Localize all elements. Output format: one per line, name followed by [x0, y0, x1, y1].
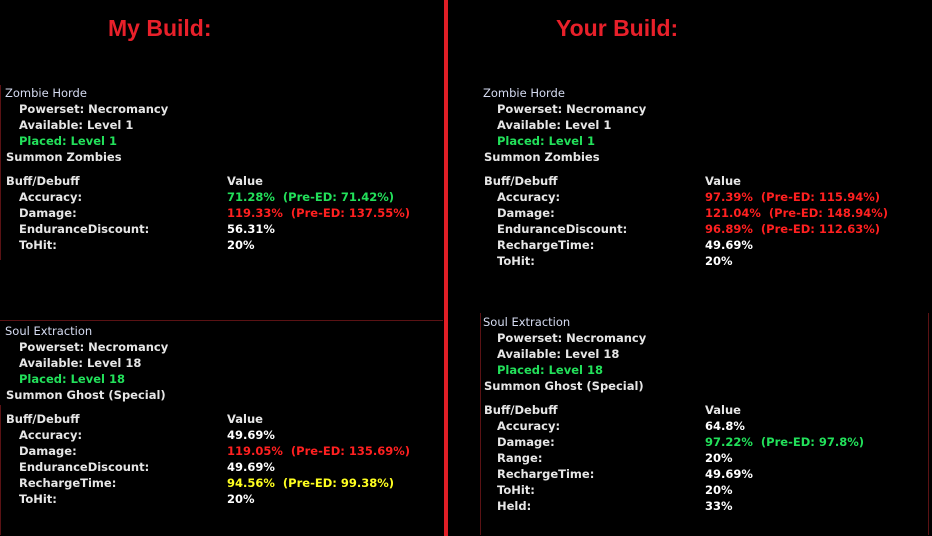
stat-value: 49.69%: [227, 428, 275, 442]
available-line: Available: Level 18: [497, 347, 620, 361]
stat-value: 20%: [705, 254, 733, 268]
pre-ed-value: (Pre-ED: 71.42%): [274, 190, 394, 204]
pre-ed-value: (Pre-ED: 115.94%): [752, 190, 881, 204]
stat-label: Accuracy:: [497, 190, 561, 204]
power-name: Zombie Horde: [483, 86, 565, 100]
placed-line: Placed: Level 1: [19, 134, 117, 148]
pre-ed-value: (Pre-ED: 112.63%): [752, 222, 881, 236]
pre-ed-value: (Pre-ED: 97.8%): [752, 435, 864, 449]
powerset-line: Powerset: Necromancy: [19, 102, 169, 116]
stat-value: 20%: [227, 238, 255, 252]
right-edge-line-1: [480, 313, 481, 535]
value-header: Value: [705, 403, 741, 417]
stat-value: 121.04% (Pre-ED: 148.94%): [705, 206, 889, 220]
pre-ed-value: (Pre-ED: 99.38%): [274, 476, 394, 490]
stat-label: RechargeTime:: [497, 238, 595, 252]
powerset-line: Powerset: Necromancy: [19, 340, 169, 354]
my-build-heading: My Build:: [108, 15, 212, 41]
stat-value: 49.69%: [705, 467, 753, 481]
stat-value: 20%: [705, 483, 733, 497]
stat-value: 119.33% (Pre-ED: 137.55%): [227, 206, 411, 220]
pre-ed-value: (Pre-ED: 137.55%): [282, 206, 411, 220]
stat-label: EnduranceDiscount:: [497, 222, 628, 236]
stat-label: ToHit:: [19, 492, 57, 506]
stat-value: 49.69%: [227, 460, 275, 474]
stat-label: EnduranceDiscount:: [19, 460, 150, 474]
buff-debuff-header: Buff/Debuff: [6, 174, 80, 188]
stat-label: RechargeTime:: [497, 467, 595, 481]
stat-value: 56.31%: [227, 222, 275, 236]
placed-line: Placed: Level 18: [497, 363, 603, 377]
stat-label: Accuracy:: [497, 419, 561, 433]
value-header: Value: [227, 412, 263, 426]
stat-label: Damage:: [497, 435, 555, 449]
stat-label: Held:: [497, 499, 532, 513]
placed-line: Placed: Level 18: [19, 372, 125, 386]
your-build-heading: Your Build:: [556, 15, 679, 41]
summon-line: Summon Ghost (Special): [6, 388, 166, 402]
stat-label: ToHit:: [497, 254, 535, 268]
summon-line: Summon Ghost (Special): [484, 379, 644, 393]
build-divider: [444, 0, 448, 536]
buff-debuff-header: Buff/Debuff: [484, 403, 558, 417]
stat-value: 64.8%: [705, 419, 745, 433]
buff-debuff-header: Buff/Debuff: [484, 174, 558, 188]
stat-label: RechargeTime:: [19, 476, 117, 490]
available-line: Available: Level 18: [19, 356, 142, 370]
stat-value: 97.39% (Pre-ED: 115.94%): [705, 190, 881, 204]
stat-label: Damage:: [19, 444, 77, 458]
stat-label: ToHit:: [19, 238, 57, 252]
summon-line: Summon Zombies: [6, 150, 122, 164]
stat-label: Accuracy:: [19, 428, 83, 442]
powerset-line: Powerset: Necromancy: [497, 331, 647, 345]
left-edge-line-1: [0, 85, 1, 260]
power-name: Soul Extraction: [483, 315, 571, 329]
power-name: Zombie Horde: [5, 86, 87, 100]
stat-value: 20%: [705, 451, 733, 465]
power-name: Soul Extraction: [5, 324, 93, 338]
value-header: Value: [705, 174, 741, 188]
left-section-divider: [0, 320, 443, 321]
available-line: Available: Level 1: [19, 118, 134, 132]
stat-label: ToHit:: [497, 483, 535, 497]
left-edge-line-2: [0, 405, 1, 535]
buff-debuff-header: Buff/Debuff: [6, 412, 80, 426]
stat-value: 71.28% (Pre-ED: 71.42%): [227, 190, 394, 204]
stat-value: 33%: [705, 499, 733, 513]
available-line: Available: Level 1: [497, 118, 612, 132]
value-header: Value: [227, 174, 263, 188]
stat-value: 96.89% (Pre-ED: 112.63%): [705, 222, 881, 236]
stat-label: Damage:: [497, 206, 555, 220]
placed-line: Placed: Level 1: [497, 134, 595, 148]
summon-line: Summon Zombies: [484, 150, 600, 164]
stat-value: 49.69%: [705, 238, 753, 252]
powerset-line: Powerset: Necromancy: [497, 102, 647, 116]
stat-value: 97.22% (Pre-ED: 97.8%): [705, 435, 864, 449]
stat-value: 119.05% (Pre-ED: 135.69%): [227, 444, 411, 458]
pre-ed-value: (Pre-ED: 148.94%): [760, 206, 889, 220]
pre-ed-value: (Pre-ED: 135.69%): [282, 444, 411, 458]
stat-value: 94.56% (Pre-ED: 99.38%): [227, 476, 394, 490]
stat-value: 20%: [227, 492, 255, 506]
stat-label: Damage:: [19, 206, 77, 220]
stat-label: EnduranceDiscount:: [19, 222, 150, 236]
stat-label: Range:: [497, 451, 543, 465]
stat-label: Accuracy:: [19, 190, 83, 204]
right-edge-line-2: [928, 313, 929, 535]
